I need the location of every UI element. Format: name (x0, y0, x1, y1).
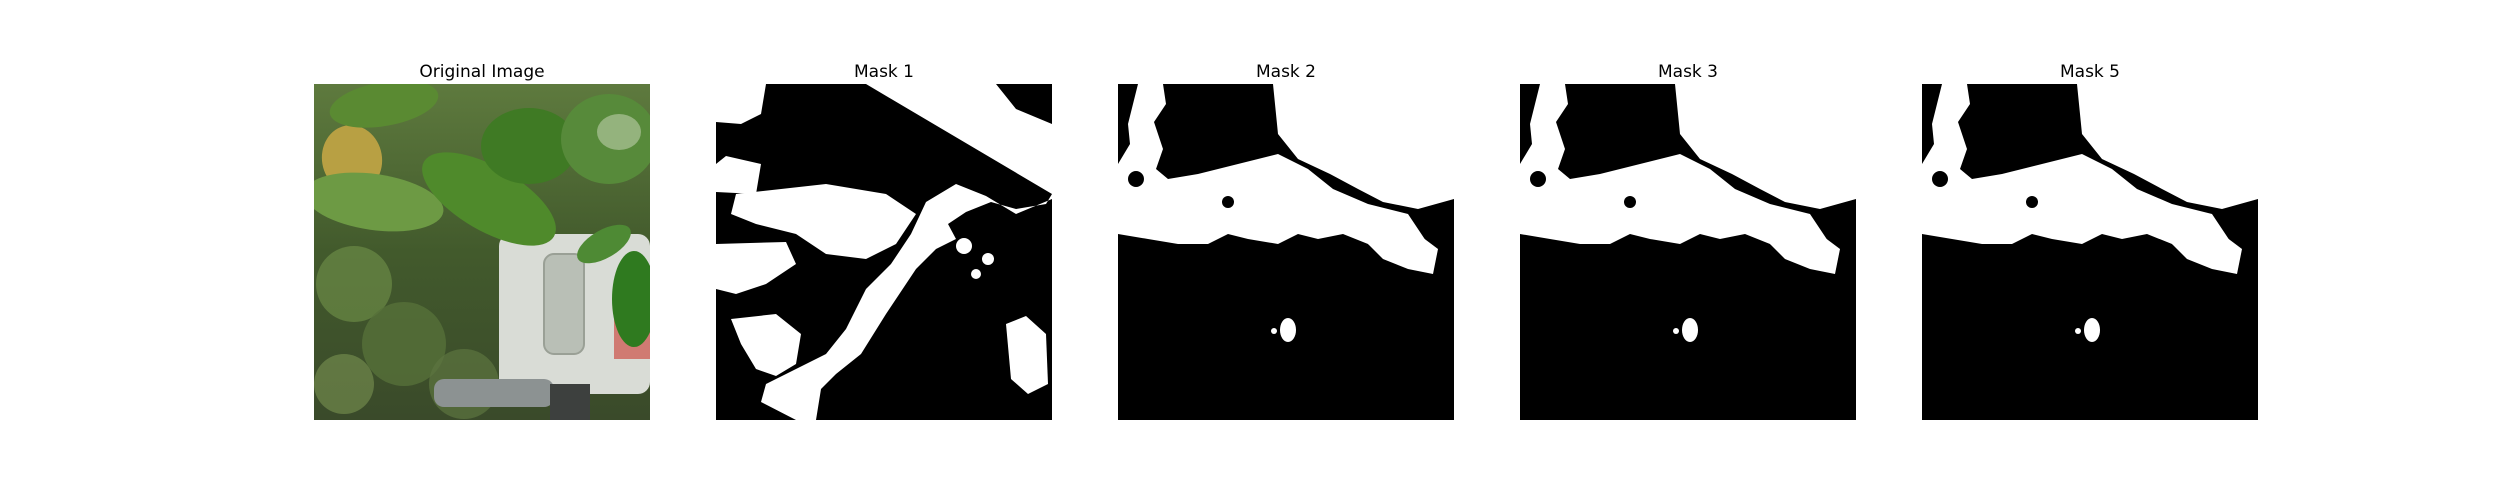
mask-1-image (716, 84, 1052, 420)
panel-title: Mask 3 (1657, 62, 1718, 82)
panel-title: Mask 1 (853, 62, 914, 82)
panel-mask-5: Mask 5 (1922, 60, 2258, 420)
panel-mask-3: Mask 3 (1520, 60, 1856, 420)
mask-3-image (1520, 84, 1856, 420)
panel-title: Mask 5 (2059, 62, 2120, 82)
mask-5-image (1922, 84, 2258, 420)
panel-title: Mask 2 (1255, 62, 1316, 82)
panel-title: Original Image (419, 62, 545, 82)
panel-original-image: Original Image (314, 60, 650, 420)
original-image (314, 84, 650, 420)
mask-2-image (1118, 84, 1454, 420)
panel-mask-2: Mask 2 (1118, 60, 1454, 420)
panel-mask-1: Mask 1 (716, 60, 1052, 420)
